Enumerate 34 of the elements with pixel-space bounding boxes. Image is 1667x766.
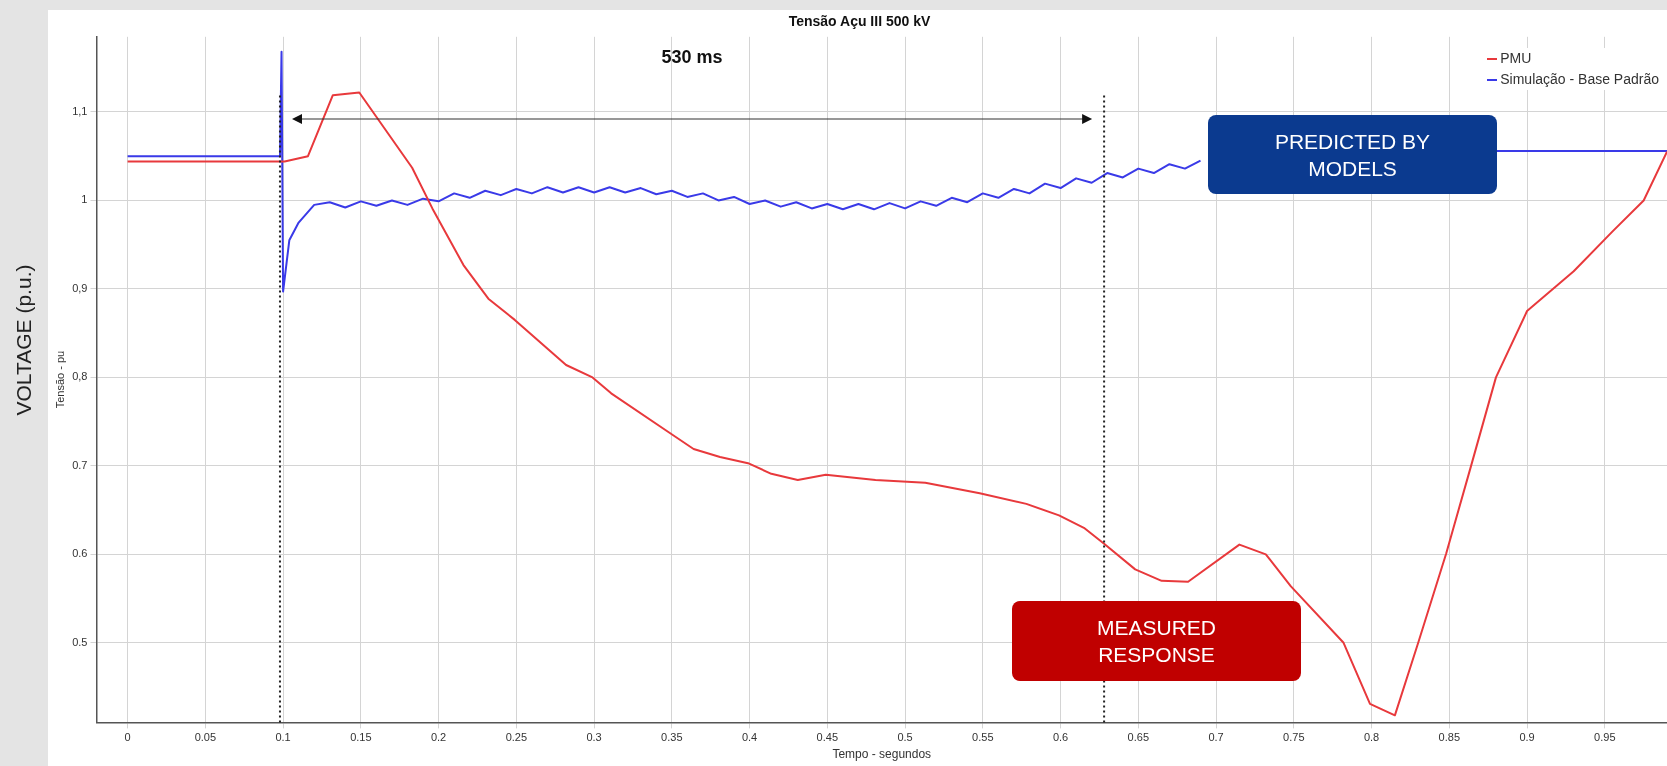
- y-tick-label: 0,9: [72, 281, 88, 294]
- y-axis-title: Tensão - pu: [53, 350, 66, 409]
- y-tick-label: 1: [81, 193, 88, 206]
- x-tick-label: 0.75: [1283, 731, 1305, 744]
- x-axis-title: Tempo - segundos: [832, 747, 932, 762]
- x-tick-label: 0.3: [586, 731, 602, 744]
- x-tick-label: 0.45: [816, 731, 839, 744]
- x-tick-label: 0.65: [1127, 731, 1150, 744]
- x-tick-label: 0.95: [1594, 731, 1616, 744]
- x-tick-label: 0.7: [1208, 731, 1224, 744]
- x-tick-label: 0.2: [430, 731, 447, 744]
- x-tick-label: 0.35: [661, 731, 683, 744]
- y-tick-label: 0.6: [72, 547, 88, 560]
- y-tick-label: 1,1: [72, 105, 88, 118]
- chart-title: Tensão Açu III 500 kV: [788, 13, 931, 30]
- text: VOLTAGE (p.u.): [12, 264, 36, 416]
- x-tick-label: 0.5: [897, 731, 913, 744]
- y-tick-label: 0.7: [72, 458, 88, 471]
- x-tick-label: 0.8: [1363, 731, 1380, 744]
- x-tick-label: 0.15: [350, 731, 372, 744]
- x-tick-label: 0.05: [194, 731, 217, 744]
- legend-label: Simulação - Base Padrão: [1500, 70, 1659, 89]
- x-tick-label: 0.4: [741, 731, 758, 744]
- x-tick-label: 0.6: [1052, 731, 1069, 744]
- y-tick-label: 0.5: [72, 635, 88, 648]
- x-tick-label: 0: [124, 731, 131, 744]
- annotation: 530 ms: [660, 46, 724, 68]
- x-tick-label: 0.25: [505, 731, 528, 744]
- x-tick-label: 0.9: [1519, 731, 1535, 744]
- x-tick-label: 0.1: [275, 731, 291, 744]
- x-tick-label: 0.55: [972, 731, 994, 744]
- legend-label: PMU: [1500, 49, 1532, 68]
- y-tick-label: 0,8: [72, 370, 88, 383]
- x-tick-label: 0.85: [1438, 731, 1461, 744]
